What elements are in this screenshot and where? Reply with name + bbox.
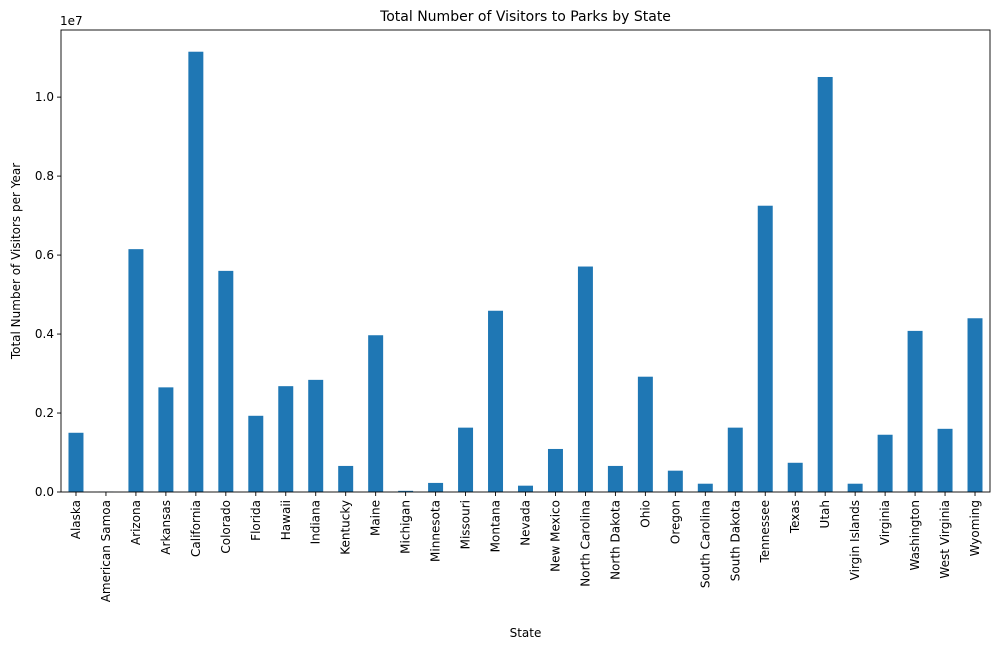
x-tick-label: Montana	[489, 500, 503, 552]
bar-florida	[248, 415, 264, 492]
y-tick-label: 1.0	[35, 90, 54, 104]
x-axis: Alaska American Samoa Arizona Arkansas Calif…	[69, 492, 982, 602]
bar-virginia	[877, 434, 893, 492]
bar-arizona	[128, 249, 144, 492]
bar-michigan	[398, 490, 414, 492]
x-tick-label: Virgin Islands	[848, 500, 862, 580]
y-tick-label: 0.8	[35, 169, 54, 183]
bar-south-dakota	[727, 427, 743, 492]
x-tick-label: Hawaii	[279, 500, 293, 540]
bar-west-virginia	[937, 428, 953, 492]
y-axis: 0.0 0.2 0.4 0.6 0.8 1.0	[35, 90, 61, 499]
bar-indiana	[308, 379, 324, 492]
x-tick-label: Tennessee	[758, 500, 772, 564]
x-tick-label: New Mexico	[548, 500, 562, 572]
x-tick-label: California	[189, 500, 203, 557]
x-tick-label: Ohio	[638, 500, 652, 528]
x-tick-label: Nevada	[519, 500, 533, 546]
bar-kentucky	[338, 465, 354, 492]
y-tick-label: 0.2	[35, 406, 54, 420]
bar-washington	[907, 330, 923, 492]
x-tick-label: Washington	[908, 500, 922, 571]
x-tick-label: South Dakota	[728, 500, 742, 581]
y-offset-label: 1e7	[60, 14, 83, 28]
y-axis-label: Total Number of Visitors per Year	[9, 163, 23, 360]
x-tick-label: Indiana	[309, 500, 323, 544]
bar-north-carolina	[577, 266, 593, 492]
bar-wyoming	[967, 318, 983, 492]
x-tick-label: Virginia	[878, 500, 892, 545]
x-tick-label: Wyoming	[968, 500, 982, 556]
bar-montana	[488, 310, 504, 492]
x-tick-label: Arizona	[129, 500, 143, 545]
x-tick-label: Texas	[788, 500, 802, 534]
bar-south-carolina	[697, 483, 713, 492]
x-tick-label: Missouri	[459, 500, 473, 549]
x-tick-label: Minnesota	[429, 500, 443, 562]
x-tick-label: Kentucky	[339, 500, 353, 555]
x-axis-label: State	[510, 626, 542, 640]
x-tick-label: American Samoa	[99, 500, 113, 602]
x-tick-label: North Carolina	[578, 500, 592, 587]
x-tick-label: Arkansas	[159, 500, 173, 555]
bar-maine	[368, 335, 384, 492]
x-tick-label: South Carolina	[698, 500, 712, 588]
bar-missouri	[458, 427, 474, 492]
y-tick-label: 0.4	[35, 327, 54, 341]
bar-california	[188, 51, 204, 492]
bar-oregon	[667, 470, 683, 492]
bar-alaska	[68, 432, 84, 492]
x-tick-label: Utah	[818, 500, 832, 528]
x-tick-label: Florida	[249, 500, 263, 541]
x-tick-label: Alaska	[69, 500, 83, 539]
x-tick-label: West Virginia	[938, 500, 952, 579]
bar-texas	[787, 462, 803, 492]
bar-arkansas	[158, 387, 174, 492]
y-tick-label: 0.0	[35, 485, 54, 499]
x-tick-label: Oregon	[668, 500, 682, 544]
bar-nevada	[518, 485, 533, 492]
chart-title: Total Number of Visitors to Parks by Sta…	[379, 9, 671, 25]
bar-utah	[817, 76, 833, 493]
bar-minnesota	[428, 482, 444, 492]
bar-tennessee	[757, 205, 773, 492]
bar-hawaii	[278, 386, 294, 492]
y-tick-label: 0.6	[35, 248, 54, 262]
bar-colorado	[218, 270, 234, 492]
x-tick-label: North Dakota	[608, 500, 622, 580]
bar-north-dakota	[607, 465, 623, 492]
bar-virgin-islands	[847, 483, 863, 492]
x-tick-label: Michigan	[399, 500, 413, 554]
bar-ohio	[637, 376, 653, 492]
plot-frame	[60, 29, 991, 493]
x-tick-label: Colorado	[219, 500, 233, 554]
bars-group	[68, 51, 983, 493]
bar-new-mexico	[547, 448, 563, 492]
x-tick-label: Maine	[369, 500, 383, 536]
